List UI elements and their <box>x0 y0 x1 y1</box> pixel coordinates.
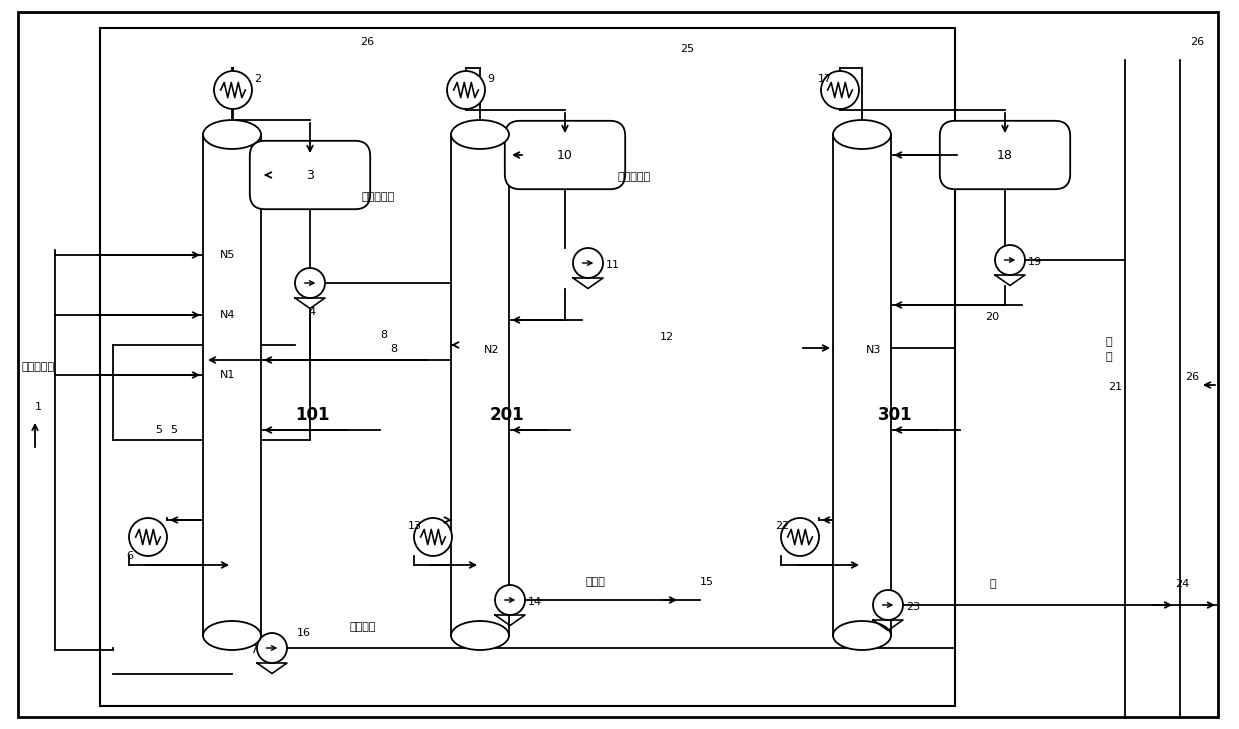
FancyBboxPatch shape <box>504 121 626 190</box>
Text: 201: 201 <box>489 406 524 424</box>
Text: 甲: 甲 <box>1105 337 1111 347</box>
Text: N1: N1 <box>221 370 235 380</box>
Ellipse shape <box>833 120 891 149</box>
Bar <box>833 134 891 636</box>
Text: 7: 7 <box>250 645 258 655</box>
Text: 6: 6 <box>126 551 133 561</box>
Text: 10: 10 <box>558 149 572 162</box>
Text: 13: 13 <box>408 521 422 531</box>
Circle shape <box>781 518 819 556</box>
Ellipse shape <box>203 120 261 149</box>
Text: 4: 4 <box>309 307 316 317</box>
Text: 2: 2 <box>254 74 261 84</box>
FancyBboxPatch shape <box>940 121 1070 190</box>
Text: N2: N2 <box>484 345 499 355</box>
Text: 14: 14 <box>528 597 543 607</box>
Text: 水、甲醇: 水、甲醇 <box>349 622 377 632</box>
Circle shape <box>572 248 603 278</box>
Text: 16: 16 <box>297 628 311 638</box>
Circle shape <box>873 590 903 620</box>
Text: 26: 26 <box>1184 372 1199 382</box>
Text: 11: 11 <box>606 260 620 270</box>
Circle shape <box>414 518 452 556</box>
Text: 甲醛、甲醇: 甲醛、甲醇 <box>22 362 55 372</box>
Text: N4: N4 <box>221 310 235 320</box>
Text: 甲缩醛、水: 甲缩醛、水 <box>617 172 650 182</box>
Ellipse shape <box>451 621 509 650</box>
Circle shape <box>995 245 1025 275</box>
Text: N3: N3 <box>866 345 881 355</box>
Text: 甲缩醛、水: 甲缩醛、水 <box>362 192 395 202</box>
Ellipse shape <box>833 621 891 650</box>
Bar <box>451 134 509 636</box>
Text: 5: 5 <box>155 425 162 435</box>
Circle shape <box>214 71 252 109</box>
Text: 甲缩醛: 甲缩醛 <box>585 577 605 587</box>
Text: 24: 24 <box>1175 579 1189 589</box>
Text: 8: 8 <box>390 344 398 354</box>
Circle shape <box>295 268 325 298</box>
Text: N5: N5 <box>221 250 235 260</box>
Circle shape <box>129 518 167 556</box>
Bar <box>100 28 955 706</box>
Text: 3: 3 <box>306 168 313 182</box>
Ellipse shape <box>203 621 261 650</box>
Text: 5: 5 <box>170 425 177 435</box>
Text: 1: 1 <box>35 402 42 412</box>
Text: 15: 15 <box>700 577 714 587</box>
Text: 101: 101 <box>295 406 330 424</box>
Text: 水: 水 <box>990 579 996 589</box>
FancyBboxPatch shape <box>250 141 370 209</box>
Text: 12: 12 <box>660 332 674 342</box>
Text: 23: 23 <box>906 602 921 612</box>
Text: 22: 22 <box>776 521 789 531</box>
Ellipse shape <box>451 120 509 149</box>
Text: 醇: 醇 <box>1105 352 1111 362</box>
Circle shape <box>447 71 484 109</box>
Text: 20: 20 <box>985 312 999 322</box>
Text: 26: 26 <box>1189 37 1204 47</box>
Text: 18: 18 <box>997 149 1014 162</box>
Circle shape <box>821 71 859 109</box>
Circle shape <box>256 633 287 663</box>
Text: 19: 19 <box>1028 257 1042 267</box>
Text: 9: 9 <box>487 74 494 84</box>
Text: 21: 21 <box>1108 382 1123 392</box>
Text: 301: 301 <box>878 406 913 424</box>
Text: 17: 17 <box>818 74 833 84</box>
Text: 25: 25 <box>680 44 694 54</box>
Text: 8: 8 <box>380 330 387 340</box>
Bar <box>203 134 261 636</box>
Circle shape <box>496 585 525 615</box>
Text: 26: 26 <box>361 37 374 47</box>
